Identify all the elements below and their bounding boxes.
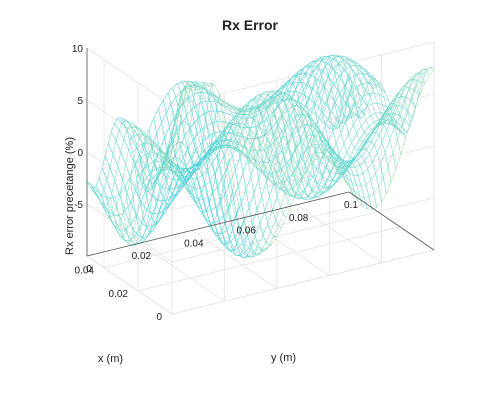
mesh-line-y xyxy=(206,90,292,206)
mesh-line-y xyxy=(348,66,435,135)
x-tick-label: 0 xyxy=(156,312,162,323)
mesh-line-y xyxy=(267,91,354,200)
mesh-line-y xyxy=(339,72,425,126)
z-tick-label: 0 xyxy=(77,148,83,159)
mesh-line-y xyxy=(110,83,196,238)
mesh-line-y xyxy=(234,101,320,179)
mesh-line-x xyxy=(95,73,359,241)
mesh-line-x xyxy=(92,81,356,231)
mesh-line-y xyxy=(286,69,373,210)
x-tick-label: 0.02 xyxy=(109,289,129,300)
mesh-line-x xyxy=(159,79,423,256)
z-tick-label: -5 xyxy=(74,200,83,211)
mesh-line-y xyxy=(343,68,430,130)
mesh-line-y xyxy=(201,86,287,218)
mesh-line-x xyxy=(135,98,398,194)
mesh-line-y xyxy=(272,86,359,201)
chart-title: Rx Error xyxy=(222,17,279,33)
y-tick-label: 0.08 xyxy=(289,213,309,224)
mesh-line-y xyxy=(324,58,411,126)
z-tick-label: 10 xyxy=(72,44,84,55)
mesh-line-x xyxy=(117,65,380,190)
mesh-line-x xyxy=(126,92,389,200)
mesh-line-x xyxy=(171,69,435,250)
mesh-line-y xyxy=(282,74,368,210)
mesh-line-y xyxy=(215,90,301,184)
mesh-line-y xyxy=(301,57,387,194)
mesh-line-y xyxy=(263,95,349,200)
mesh-line-y xyxy=(177,83,263,256)
y-tick-label: 0.1 xyxy=(344,200,358,211)
mesh-line-x xyxy=(120,73,383,191)
mesh-line-y xyxy=(134,94,220,233)
mesh-line-y xyxy=(158,108,244,252)
mesh-line-x xyxy=(132,105,395,198)
mesh-line-x xyxy=(86,73,350,199)
y-tick-label: 0.02 xyxy=(132,251,152,262)
mesh-line-y xyxy=(101,89,187,219)
mesh-line-y xyxy=(186,80,273,246)
y-axis-label: y (m) xyxy=(271,352,296,364)
mesh-line-y xyxy=(329,62,416,129)
grid-lines xyxy=(86,41,435,315)
z-tick-label: 5 xyxy=(77,96,83,107)
mesh-line-x xyxy=(108,54,371,227)
mesh-line-y xyxy=(334,67,420,131)
y-tick-label: 0.06 xyxy=(236,226,256,237)
mesh-line-y xyxy=(191,81,277,238)
mesh-line-y xyxy=(96,115,182,207)
x-tick-label: 0.04 xyxy=(75,266,95,277)
mesh-line-y xyxy=(296,61,382,202)
mesh-line-x xyxy=(104,56,368,238)
mesh-line-y xyxy=(291,64,378,208)
mesh-line-y xyxy=(182,81,268,252)
mesh-line-y xyxy=(229,96,316,173)
mesh-line-y xyxy=(220,90,306,174)
mesh-line-x xyxy=(98,65,362,247)
mesh-line-y xyxy=(143,141,230,226)
mesh-line-y xyxy=(139,128,225,224)
y-tick-label: 0.04 xyxy=(184,238,204,249)
mesh-line-y xyxy=(224,93,311,167)
mesh-line-y xyxy=(124,81,211,245)
mesh-line-y xyxy=(196,83,282,229)
mesh-line-y xyxy=(162,100,249,256)
z-axis-label: Rx error precetange (%) xyxy=(64,137,76,255)
x-axis-label: x (m) xyxy=(98,353,123,365)
mesh-line-x xyxy=(165,68,428,258)
axes-frame xyxy=(86,48,435,257)
y-tick-label: 0 xyxy=(86,264,92,275)
mesh-line-y xyxy=(129,82,216,241)
mesh-line-x xyxy=(153,96,417,244)
mesh-line-y xyxy=(305,56,392,183)
surface-mesh xyxy=(86,54,435,259)
mesh-line-y xyxy=(315,55,401,155)
mesh-line-y xyxy=(253,104,339,197)
mesh-line-x xyxy=(111,55,374,215)
